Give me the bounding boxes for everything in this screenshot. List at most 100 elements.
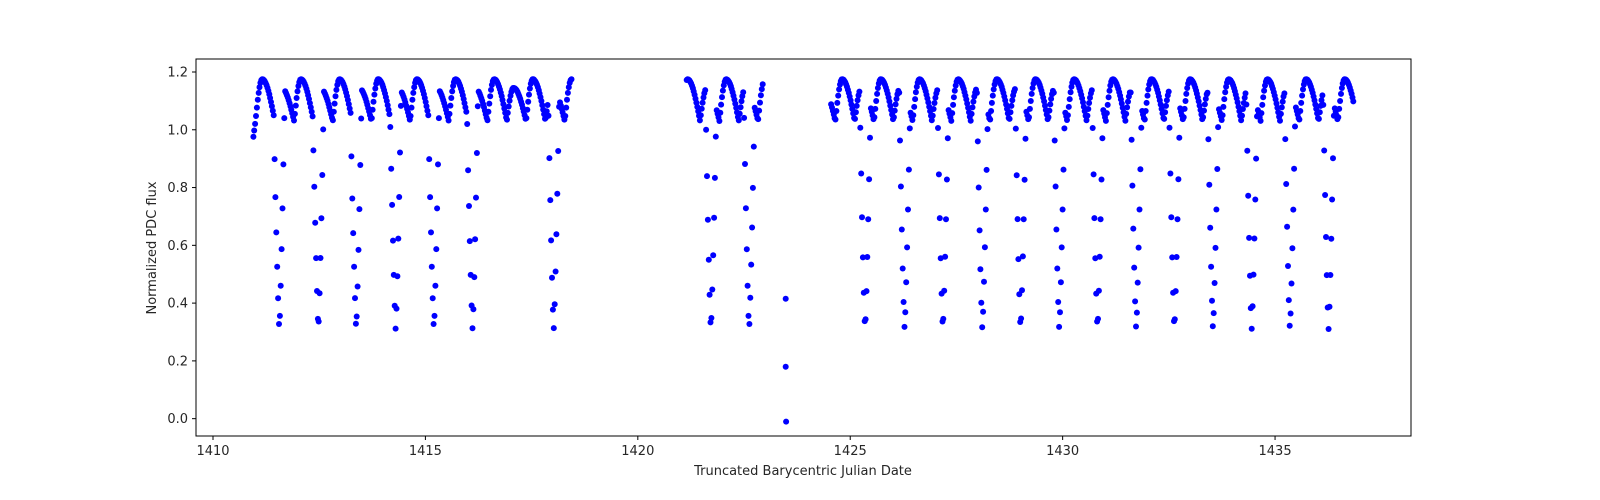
data-point: [951, 87, 958, 94]
data-point: [1182, 98, 1189, 104]
data-point: [979, 324, 986, 331]
data-point: [550, 325, 557, 332]
data-point: [1289, 245, 1296, 252]
data-point: [349, 195, 356, 202]
data-point: [525, 98, 532, 105]
data-point: [1245, 192, 1252, 199]
data-point: [484, 117, 491, 124]
data-point: [935, 171, 942, 178]
data-point: [407, 113, 414, 119]
data-point: [1006, 115, 1013, 122]
data-point: [1200, 114, 1207, 121]
data-point: [970, 98, 977, 105]
data-point: [433, 246, 440, 253]
data-point: [1052, 183, 1059, 190]
data-point: [1086, 100, 1093, 106]
data-point: [936, 215, 943, 222]
data-point: [1288, 280, 1295, 287]
data-point: [746, 321, 753, 327]
data-point: [853, 102, 860, 109]
data-point: [1239, 112, 1245, 119]
data-point: [371, 91, 378, 98]
data-point: [1298, 99, 1305, 106]
data-point: [949, 110, 956, 117]
data-point: [1299, 92, 1306, 99]
data-point: [1207, 224, 1214, 231]
data-point: [852, 115, 858, 122]
y-axis-label: Normalized PDC flux: [145, 181, 160, 314]
data-point: [1162, 109, 1169, 116]
data-point: [1250, 271, 1257, 278]
data-point: [984, 126, 991, 133]
data-point: [465, 167, 472, 174]
data-point: [737, 104, 744, 111]
data-point: [893, 95, 900, 102]
data-point: [1330, 155, 1336, 162]
data-point: [466, 203, 472, 209]
data-point: [747, 294, 754, 301]
data-point: [854, 97, 861, 104]
data-point: [874, 90, 881, 97]
data-point: [424, 107, 431, 114]
data-point: [397, 102, 404, 109]
data-point: [276, 321, 282, 327]
data-point: [1105, 94, 1112, 101]
data-point: [983, 166, 990, 173]
data-point: [1285, 263, 1291, 269]
data-point: [711, 174, 718, 181]
data-point: [1145, 86, 1152, 93]
data-point: [1050, 89, 1057, 96]
data-point: [988, 108, 995, 114]
data-point: [741, 114, 748, 121]
data-point: [554, 190, 561, 197]
data-point: [1067, 89, 1074, 96]
data-point: [1259, 101, 1266, 108]
data-point: [317, 255, 324, 261]
data-point: [504, 109, 511, 116]
data-point: [1133, 323, 1139, 330]
data-point: [1089, 125, 1096, 131]
data-point: [976, 227, 983, 234]
y-tick-label: 0.4: [167, 297, 188, 312]
data-point: [430, 321, 437, 327]
y-tick-label: 0.8: [167, 181, 188, 196]
data-point: [1137, 166, 1144, 173]
data-point: [1065, 103, 1072, 110]
data-point: [1320, 101, 1327, 108]
data-point: [545, 112, 552, 119]
data-point: [982, 206, 989, 213]
data-point: [387, 124, 394, 130]
data-point: [782, 295, 789, 302]
data-point: [832, 116, 839, 123]
data-point: [989, 92, 996, 99]
data-point: [427, 194, 434, 201]
data-point: [1103, 110, 1110, 117]
axes-frame: [195, 58, 1412, 437]
data-point: [505, 103, 512, 110]
x-axis-ticks: 1410 1415 1420 1425 1430 1435: [196, 436, 1292, 459]
data-point: [388, 165, 395, 172]
data-point: [1284, 223, 1291, 230]
data-point: [910, 112, 917, 119]
data-point: [749, 184, 756, 191]
data-point: [1286, 322, 1293, 329]
data-point: [1258, 110, 1265, 117]
data-point: [1007, 109, 1014, 116]
data-point: [873, 98, 880, 104]
data-point: [892, 101, 899, 108]
data-point: [486, 100, 493, 107]
data-point: [352, 295, 358, 302]
data-point: [1098, 176, 1105, 183]
data-point: [1222, 89, 1229, 96]
data-point: [524, 106, 531, 113]
data-point: [315, 318, 322, 325]
data-point: [466, 238, 473, 245]
data-point: [469, 325, 476, 332]
data-point: [1215, 124, 1222, 131]
data-point: [1278, 104, 1285, 111]
data-point: [1336, 105, 1343, 112]
data-point: [368, 115, 375, 122]
data-point: [1104, 101, 1111, 108]
data-point: [1296, 116, 1303, 123]
